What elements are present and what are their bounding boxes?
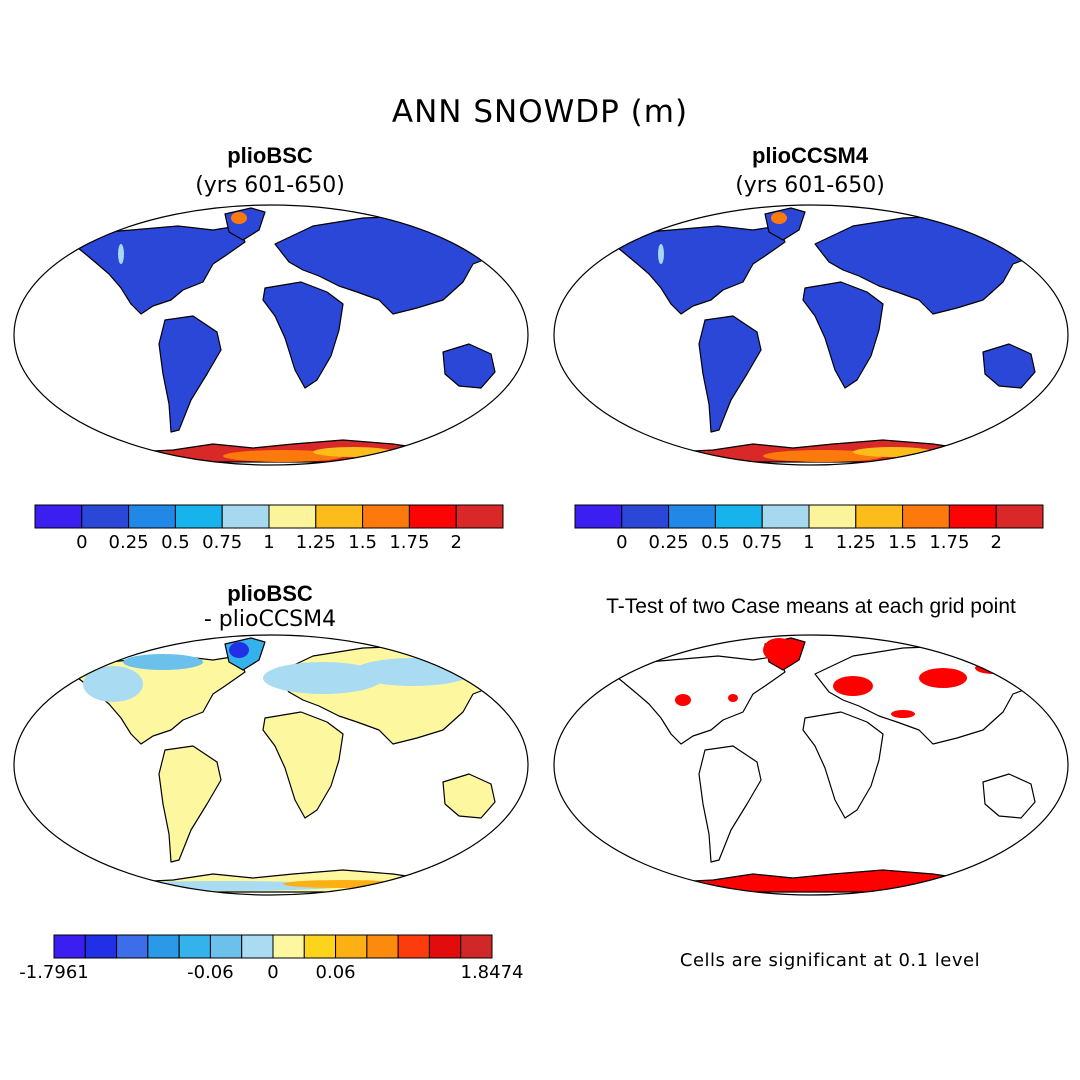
- colorbar-plioBSC: 0 0.25 0.5 0.75 1 1.25 1.5 1.75 2: [34, 504, 504, 553]
- map-ttest: [553, 634, 1069, 896]
- colorbar-tick-label: 1.5: [348, 532, 377, 553]
- colorbar-swatch: [428, 934, 462, 959]
- panel3-title: plioBSC: [227, 581, 313, 606]
- colorbar-swatch: [84, 934, 118, 959]
- colorbar-tick-label: 0.06: [316, 962, 356, 983]
- main-title: ANN SNOWDP (m): [391, 94, 689, 130]
- colorbar-tick-label: 0: [76, 532, 87, 553]
- colorbar-swatch: [178, 934, 211, 959]
- colorbar-swatch: [272, 934, 305, 959]
- significance-note: Cells are significant at 0.1 level: [679, 950, 981, 971]
- colorbar-tick-label: 0.5: [701, 532, 730, 553]
- map-plioBSC: [13, 204, 529, 466]
- colorbar-difference: -1.7961 -0.06 0 0.06 1.8474: [19, 934, 524, 983]
- colorbar-swatch: [855, 504, 904, 529]
- colorbar-tick-label: -0.06: [187, 962, 234, 983]
- colorbar-swatch: [209, 934, 243, 959]
- colorbar-swatch: [902, 504, 950, 529]
- colorbar-tick-label: 2: [450, 532, 461, 553]
- colorbar-swatch: [621, 504, 670, 529]
- colorbar-swatch: [362, 504, 410, 529]
- colorbar-swatch: [397, 934, 430, 959]
- colorbar-tick-label: 2: [990, 532, 1001, 553]
- colorbar-swatch: [174, 504, 223, 529]
- colorbar-swatch: [315, 504, 364, 529]
- colorbar-swatch: [241, 934, 274, 959]
- colorbar-tick-label: 0.25: [109, 532, 149, 553]
- panel3-subtitle: - plioCCSM4: [203, 607, 337, 632]
- panel2-title: plioCCSM4: [751, 143, 869, 168]
- colorbar-swatch: [574, 504, 623, 529]
- colorbar-swatch: [366, 934, 399, 959]
- map-difference: [13, 634, 529, 896]
- colorbar-tick-label: 1: [803, 532, 814, 553]
- colorbar-tick-label: 0.5: [161, 532, 190, 553]
- colorbar-swatch: [408, 504, 457, 529]
- colorbar-swatch: [221, 504, 270, 529]
- colorbar-tick-label: 0: [616, 532, 627, 553]
- colorbar-swatch: [455, 504, 504, 529]
- colorbar-swatch: [81, 504, 130, 529]
- panel1-title: plioBSC: [227, 143, 313, 168]
- colorbar-swatch: [808, 504, 857, 529]
- map-plioCCSM4: [553, 204, 1069, 466]
- colorbar-tick-label: 0.25: [649, 532, 689, 553]
- colorbar-tick-label: 0: [267, 962, 278, 983]
- colorbar-tick-label: 0.75: [202, 532, 242, 553]
- colorbar-plioCCSM4: 0 0.25 0.5 0.75 1 1.25 1.5 1.75 2: [574, 504, 1044, 553]
- colorbar-tick-label: 1.75: [929, 532, 969, 553]
- colorbar-tick-label: 1.25: [296, 532, 336, 553]
- colorbar-swatch: [34, 504, 83, 529]
- colorbar-tick-label: 1: [263, 532, 274, 553]
- colorbar-swatch: [948, 504, 997, 529]
- colorbar-tick-label: 0.75: [742, 532, 782, 553]
- colorbar-swatch: [53, 934, 86, 959]
- colorbar-swatch: [761, 504, 810, 529]
- panel4-title: T-Test of two Case means at each grid po…: [606, 595, 1016, 618]
- colorbar-swatch: [116, 934, 149, 959]
- colorbar-swatch: [303, 934, 337, 959]
- panel2-subtitle: (yrs 601-650): [735, 173, 885, 198]
- colorbar-swatch: [335, 934, 368, 959]
- panel1-subtitle: (yrs 601-650): [195, 173, 345, 198]
- colorbar-swatch: [128, 504, 176, 529]
- colorbar-tick-label: 1.75: [389, 532, 429, 553]
- colorbar-swatch: [668, 504, 716, 529]
- colorbar-tick-label: 1.5: [888, 532, 917, 553]
- colorbar-swatch: [268, 504, 317, 529]
- colorbar-tick-label: 1.8474: [461, 962, 524, 983]
- colorbar-swatch: [460, 934, 493, 959]
- colorbar-swatch: [147, 934, 180, 959]
- colorbar-swatch: [714, 504, 763, 529]
- colorbar-tick-label: 1.25: [836, 532, 876, 553]
- colorbar-tick-label: -1.7961: [19, 962, 88, 983]
- colorbar-swatch: [995, 504, 1044, 529]
